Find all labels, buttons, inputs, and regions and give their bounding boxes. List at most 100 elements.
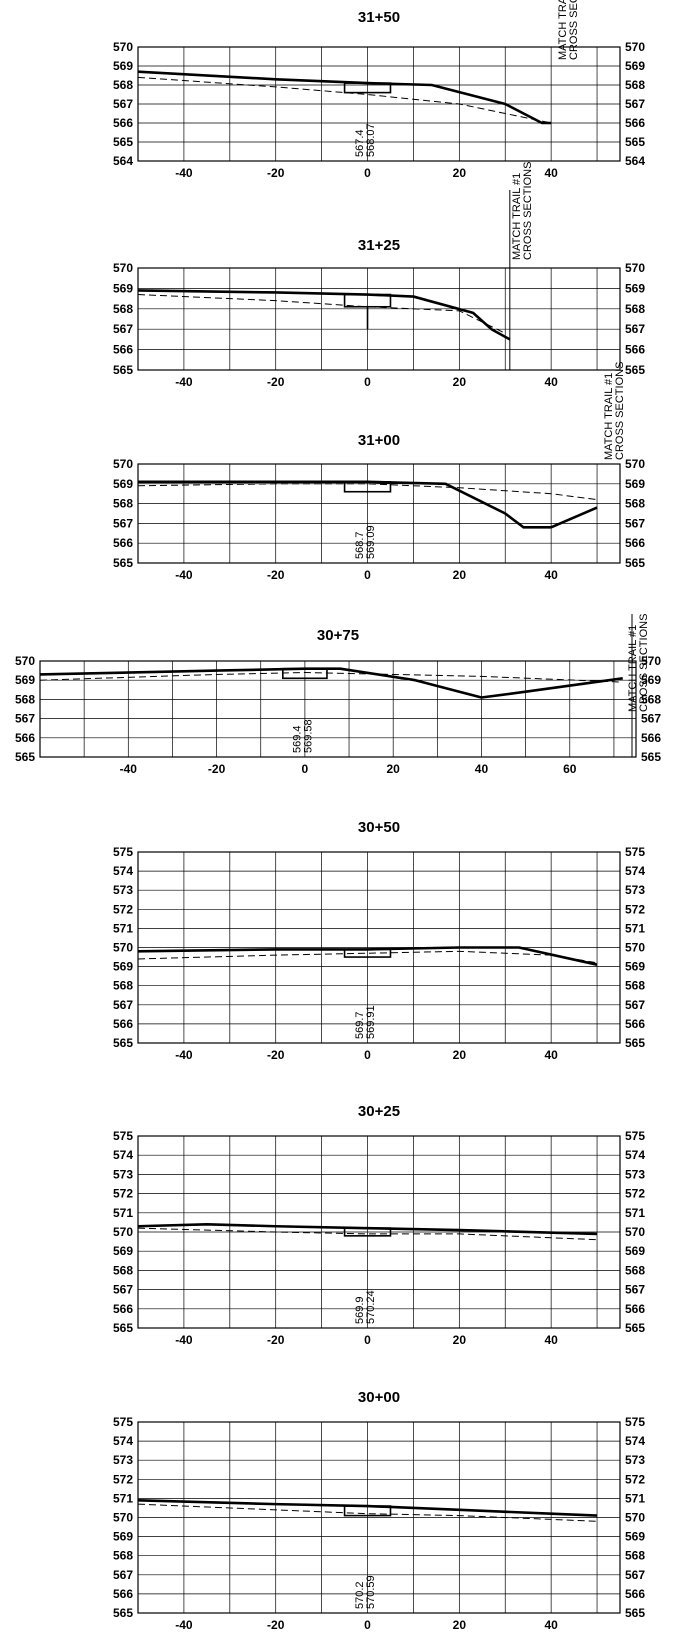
elevation-tick-left: 568 bbox=[113, 979, 133, 993]
elevation-tick-left: 567 bbox=[113, 322, 133, 336]
elevation-tick-left: 567 bbox=[15, 712, 35, 726]
offset-tick: 20 bbox=[453, 1333, 467, 1347]
elevation-tick-left: 575 bbox=[113, 1415, 133, 1429]
proposed-grade-line bbox=[137, 289, 511, 341]
elevation-label: 570.2 bbox=[354, 1581, 366, 1609]
elevation-tick-right: 572 bbox=[625, 1472, 645, 1486]
elevation-tick-right: 567 bbox=[625, 1568, 645, 1582]
elevation-tick-right: 566 bbox=[625, 116, 645, 130]
elevation-tick-right: 566 bbox=[625, 1587, 645, 1601]
elevation-label: 570.24 bbox=[365, 1290, 377, 1324]
cross-section-30-75: 30+75 570 570 569 569 568 568 567 567 566 566 565 56… bbox=[15, 614, 661, 776]
station-title: 30+25 bbox=[358, 1103, 400, 1120]
elevation-label: 568.7 bbox=[354, 531, 366, 559]
offset-tick: 40 bbox=[544, 1618, 558, 1632]
plot-frame bbox=[137, 1421, 621, 1614]
elevation-tick-right: 568 bbox=[641, 692, 661, 706]
offset-tick: 40 bbox=[544, 1048, 558, 1062]
offset-tick: -40 bbox=[175, 568, 193, 582]
elevation-tick-right: 567 bbox=[625, 998, 645, 1012]
elevation-tick-left: 570 bbox=[113, 40, 133, 54]
elevation-tick-left: 569 bbox=[113, 1244, 133, 1258]
offset-tick: 0 bbox=[364, 1333, 371, 1347]
elevation-tick-right: 571 bbox=[625, 1491, 645, 1505]
elevation-tick-left: 565 bbox=[113, 1606, 133, 1620]
elevation-tick-left: 572 bbox=[113, 1187, 133, 1201]
elevation-tick-left: 574 bbox=[113, 864, 133, 878]
elevation-tick-left: 570 bbox=[113, 1511, 133, 1525]
elevation-tick-left: 567 bbox=[113, 1568, 133, 1582]
elevation-tick-right: 568 bbox=[625, 979, 645, 993]
elevation-tick-left: 565 bbox=[113, 1321, 133, 1335]
elevation-tick-right: 575 bbox=[625, 845, 645, 859]
offset-tick: 20 bbox=[453, 166, 467, 180]
elevation-tick-left: 565 bbox=[113, 1036, 133, 1050]
elevation-tick-right: 570 bbox=[625, 1225, 645, 1239]
proposed-grade-line bbox=[137, 1499, 598, 1517]
elevation-tick-right: 569 bbox=[625, 477, 645, 491]
station-title: 31+50 bbox=[358, 9, 400, 26]
plot-frame bbox=[39, 660, 637, 758]
elevation-label: 569.7 bbox=[354, 1011, 366, 1039]
offset-tick: 40 bbox=[544, 375, 558, 389]
elevation-tick-left: 573 bbox=[113, 883, 133, 897]
existing-ground-line bbox=[137, 1503, 598, 1522]
elevation-tick-right: 573 bbox=[625, 1453, 645, 1467]
elevation-tick-left: 572 bbox=[113, 1472, 133, 1486]
cross-section-31-25: 31+25 570 570 569 569 568 568 567 567 566 566 565 56… bbox=[113, 162, 645, 389]
elevation-label: 569.09 bbox=[365, 525, 377, 559]
existing-ground-line bbox=[137, 1227, 598, 1241]
elevation-tick-right: 569 bbox=[625, 1244, 645, 1258]
elevation-tick-right: 570 bbox=[625, 1511, 645, 1525]
plot-frame bbox=[137, 46, 621, 162]
elevation-tick-right: 565 bbox=[641, 750, 661, 764]
elevation-tick-right: 567 bbox=[641, 712, 661, 726]
match-note-line: CROSS SECTIONS bbox=[638, 614, 650, 712]
trail-section-box bbox=[343, 293, 392, 308]
offset-tick: 20 bbox=[453, 375, 467, 389]
existing-ground-line bbox=[137, 294, 506, 334]
elevation-label: 569.58 bbox=[302, 719, 314, 753]
station-title: 30+00 bbox=[358, 1389, 400, 1406]
elevation-tick-left: 566 bbox=[15, 731, 35, 745]
offset-tick: 20 bbox=[453, 1048, 467, 1062]
plot-frame bbox=[137, 267, 621, 371]
elevation-tick-right: 575 bbox=[625, 1129, 645, 1143]
elevation-tick-left: 575 bbox=[113, 845, 133, 859]
elevation-tick-right: 569 bbox=[625, 281, 645, 295]
plot-frame bbox=[137, 1135, 621, 1329]
elevation-tick-right: 565 bbox=[625, 135, 645, 149]
elevation-tick-right: 570 bbox=[625, 457, 645, 471]
elevation-tick-left: 566 bbox=[113, 116, 133, 130]
offset-tick: -40 bbox=[175, 1618, 193, 1632]
elevation-tick-right: 568 bbox=[625, 497, 645, 511]
elevation-tick-right: 565 bbox=[625, 556, 645, 570]
elevation-tick-right: 574 bbox=[625, 864, 645, 878]
existing-ground-line bbox=[137, 76, 552, 124]
elevation-tick-right: 566 bbox=[625, 536, 645, 550]
elevation-tick-right: 572 bbox=[625, 1187, 645, 1201]
elevation-tick-left: 573 bbox=[113, 1453, 133, 1467]
elevation-tick-right: 569 bbox=[625, 960, 645, 974]
trail-section-box bbox=[343, 82, 392, 94]
elevation-tick-right: 574 bbox=[625, 1434, 645, 1448]
existing-ground-line bbox=[137, 483, 598, 501]
elevation-tick-right: 569 bbox=[641, 673, 661, 687]
elevation-tick-right: 575 bbox=[625, 1415, 645, 1429]
elevation-tick-right: 568 bbox=[625, 302, 645, 316]
trail-section-box bbox=[343, 481, 392, 493]
elevation-tick-left: 569 bbox=[113, 960, 133, 974]
elevation-label: 568.07 bbox=[365, 123, 377, 157]
elevation-tick-left: 565 bbox=[113, 363, 133, 377]
match-note-line: MATCH TRAIL #1 bbox=[603, 373, 615, 460]
elevation-tick-right: 570 bbox=[625, 40, 645, 54]
cross-section-30-50: 30+50 575 575 574 574 573 573 572 572 571 571 570 57… bbox=[113, 819, 645, 1062]
offset-tick: -20 bbox=[267, 1333, 285, 1347]
elevation-tick-right: 565 bbox=[625, 1321, 645, 1335]
offset-tick: 40 bbox=[544, 166, 558, 180]
offset-tick: 40 bbox=[475, 762, 489, 776]
offset-tick: -20 bbox=[267, 1618, 285, 1632]
elevation-tick-left: 565 bbox=[15, 750, 35, 764]
elevation-tick-left: 571 bbox=[113, 1206, 133, 1220]
